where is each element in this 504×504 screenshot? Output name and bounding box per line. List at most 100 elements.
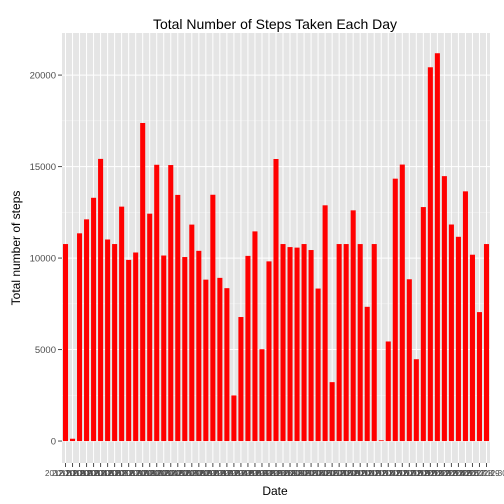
x-tick-label: 2012-10-29 (242, 469, 283, 478)
bar (350, 210, 356, 442)
x-tick-label: 2012-11-04 (284, 469, 325, 478)
bar (371, 244, 377, 442)
x-tick-label: 2012-10-15 (143, 469, 184, 478)
bar (399, 164, 405, 442)
x-tick-label: 2012-11-20 (396, 469, 437, 478)
bar (238, 317, 244, 442)
x-tick-label: 2012-10-08 (94, 469, 135, 478)
x-tick-label: 2012-11-09 (319, 469, 360, 478)
bar (329, 382, 335, 442)
x-tick-label: 2012-10-23 (199, 469, 240, 478)
x-tick-label: 2012-10-12 (122, 469, 163, 478)
bar (224, 288, 230, 442)
bar (483, 244, 490, 442)
x-tick-label: 2012-10-17 (157, 469, 198, 478)
x-tick-label: 2012-11-26 (438, 469, 479, 478)
x-tick-label: 2012-11-24 (424, 469, 465, 478)
x-tick-label: 2012-11-25 (431, 469, 472, 478)
x-tick-label: 2012-11-21 (403, 469, 444, 478)
bar (84, 219, 90, 442)
bar (336, 244, 342, 442)
bar (364, 306, 370, 442)
x-tick-label: 2012-10-21 (185, 469, 226, 478)
bar (133, 252, 139, 442)
bar (322, 205, 328, 442)
x-tick-label: 2012-11-27 (445, 469, 486, 478)
bar (392, 178, 398, 442)
bar (441, 176, 447, 442)
x-tick-label: 2012-11-19 (389, 469, 430, 478)
x-tick-label: 2012-11-16 (368, 469, 409, 478)
x-tick-label: 2012-11-18 (382, 469, 423, 478)
bar (210, 194, 216, 442)
x-tick-label: 2012-10-11 (116, 469, 157, 478)
y-tick-label: 20000 (30, 71, 56, 82)
x-tick-label: 2012-11-23 (417, 469, 458, 478)
bar (182, 257, 188, 442)
bar (266, 261, 272, 442)
bar (343, 244, 349, 442)
x-tick-label: 2012-11-05 (291, 469, 332, 478)
bar (434, 53, 440, 442)
x-tick-label: 2012-10-10 (108, 469, 149, 478)
bar (413, 359, 419, 442)
x-tick-label: 2012-10-16 (150, 469, 191, 478)
bar (448, 224, 454, 442)
x-tick-label: 2012-11-17 (375, 469, 416, 478)
bar (469, 254, 475, 442)
bar (462, 191, 468, 442)
bar (287, 247, 293, 442)
bars (62, 53, 490, 442)
bar (161, 255, 167, 442)
bar (427, 67, 433, 442)
bar (252, 231, 258, 442)
x-tick-label: 2012-11-10 (326, 469, 367, 478)
bar (378, 440, 384, 442)
bar (259, 349, 265, 442)
bar (62, 244, 69, 442)
bar (69, 438, 76, 442)
y-axis-ticks: 0 5000 10000 15000 20000 (30, 71, 62, 448)
x-tick-label: 2012-11-13 (347, 469, 388, 478)
x-tick-label: 2012-10-13 (129, 469, 170, 478)
y-tick-label: 0 (51, 437, 56, 448)
y-tick-label: 5000 (35, 345, 56, 356)
bar (476, 312, 483, 442)
bar (105, 239, 111, 442)
x-tick-label: 2012-11-28 (452, 469, 493, 478)
bar (357, 244, 363, 442)
bar (196, 250, 202, 442)
x-tick-label: 2012-11-01 (263, 469, 304, 478)
x-tick-label: 2012-10-24 (206, 469, 247, 478)
bar (231, 395, 237, 442)
bar (77, 233, 83, 442)
bar (385, 341, 391, 442)
x-tick-label: 2012-11-08 (312, 469, 353, 478)
x-tick-label: 2012-10-05 (73, 469, 114, 478)
x-tick-label: 2012-10-20 (178, 469, 219, 478)
x-tick-label: 2012-10-09 (101, 469, 142, 478)
y-tick-label: 15000 (30, 162, 56, 173)
x-tick-label: 2012-10-14 (136, 469, 177, 478)
x-tick-label: 2012-10-01 (45, 469, 86, 478)
bar (273, 158, 279, 442)
bar (420, 207, 426, 442)
x-tick-label: 2012-10-04 (66, 469, 107, 478)
x-tick-label: 2012-10-02 (52, 469, 93, 478)
bar (154, 164, 160, 442)
bar (91, 197, 97, 442)
x-tick-label: 2012-11-12 (340, 469, 381, 478)
x-axis-ticks: 2012-10-012012-10-022012-10-032012-10-04… (45, 463, 504, 478)
bar (217, 277, 223, 442)
bar (308, 250, 314, 442)
x-tick-label: 2012-11-07 (305, 469, 346, 478)
x-tick-label: 2012-10-31 (256, 469, 297, 478)
bar (301, 244, 307, 442)
x-tick-label: 2012-10-07 (87, 469, 128, 478)
bar (245, 255, 251, 442)
bar (126, 259, 132, 442)
x-tick-label: 2012-10-22 (192, 469, 233, 478)
x-tick-label: 2012-10-27 (227, 469, 268, 478)
x-tick-label: 2012-11-29 (459, 469, 500, 478)
